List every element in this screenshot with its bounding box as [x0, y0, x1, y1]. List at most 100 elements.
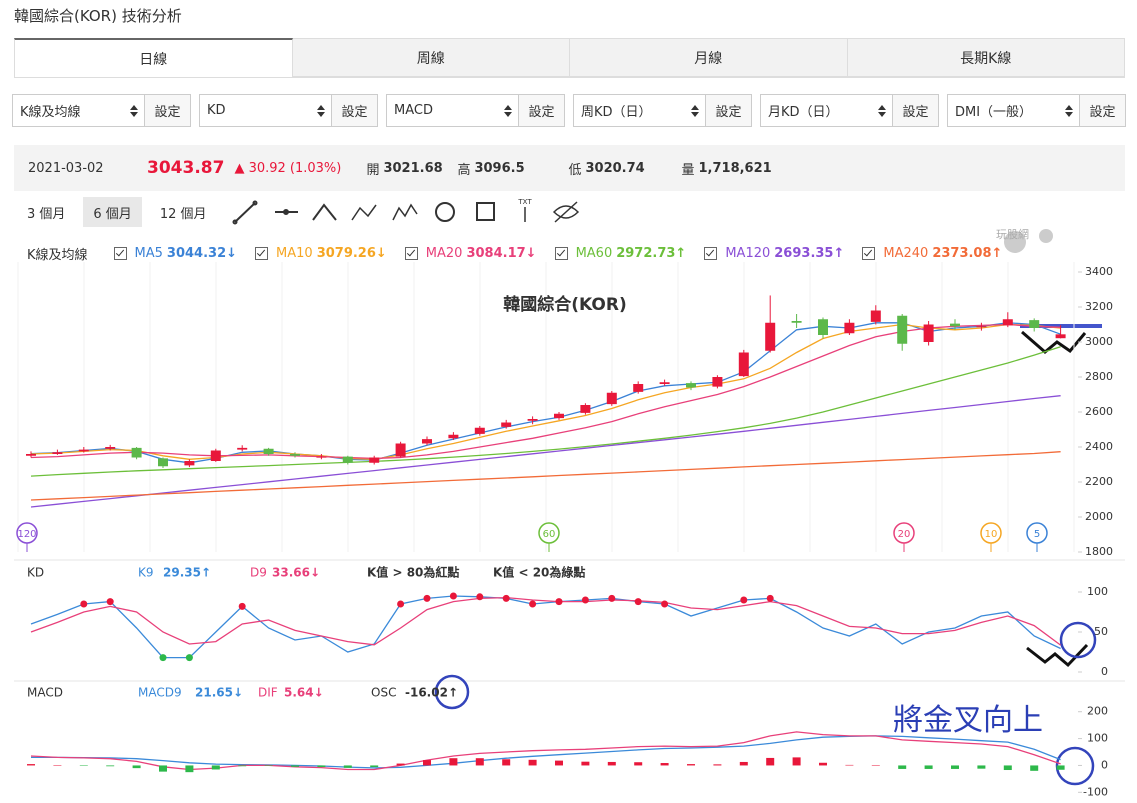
- legend-entry[interactable]: MA120 2693.35↑: [704, 246, 844, 261]
- legend-entry[interactable]: MA20 3084.17↓: [404, 246, 537, 261]
- settings-button[interactable]: 設定: [331, 95, 377, 126]
- logo-text: 玩股網: [996, 228, 1029, 241]
- select-box[interactable]: 月KD（日）: [761, 95, 892, 126]
- indicator-selects: K線及均線 設定 KD 設定 MACD 設定 周KD（日） 設定 月KD（日） 設定 DMI（一般）…: [12, 94, 1126, 127]
- osc-bar: [660, 763, 669, 766]
- legend-entry[interactable]: MA5 3044.32↓: [113, 246, 237, 261]
- y-tick-label: 50: [1094, 625, 1108, 638]
- settings-button[interactable]: 設定: [518, 95, 564, 126]
- ma-line: [30, 346, 1061, 477]
- y-tick-label: 200: [1087, 705, 1108, 718]
- ma-line: [30, 323, 1061, 460]
- osc-bar: [396, 763, 405, 766]
- candle-body: [422, 439, 432, 444]
- legend-entry[interactable]: MA240 2373.08↑: [862, 246, 1002, 261]
- ma-marker-label: 10: [985, 529, 998, 540]
- ma-marker: [16, 522, 38, 544]
- kd-dot: [608, 594, 616, 602]
- tab[interactable]: 長期K線: [847, 38, 1125, 77]
- candle-body: [686, 383, 696, 388]
- osc-bar: [713, 764, 722, 766]
- osc-bar: [739, 761, 748, 766]
- select-box[interactable]: KD: [200, 95, 331, 126]
- ma-line: [30, 322, 1061, 464]
- settings-button[interactable]: 設定: [144, 95, 190, 126]
- quote-label: 量: [681, 162, 695, 178]
- settings-button[interactable]: 設定: [1079, 95, 1125, 126]
- legend-name: MA10: [276, 245, 313, 261]
- range-button[interactable]: 12 個月: [159, 206, 207, 222]
- select-box[interactable]: MACD: [387, 95, 518, 126]
- candle-body: [791, 321, 802, 323]
- indicator-select: 月KD（日） 設定: [760, 94, 939, 127]
- tab[interactable]: 周線: [292, 38, 570, 77]
- y-tick-label: 100: [1087, 585, 1108, 598]
- osc-bar: [317, 765, 326, 768]
- y-tick-label: 1800: [1085, 545, 1113, 558]
- kd-dot: [80, 600, 88, 608]
- candle-body: [501, 422, 512, 427]
- kd-dot: [661, 600, 669, 608]
- osc-bar: [423, 760, 431, 766]
- legend: K線及均線 MA5 3044.32↓ MA10 3079.26↓ MA20 3084.17↓…: [27, 244, 1002, 263]
- logo-icon: [1004, 229, 1053, 253]
- kd-dot: [502, 594, 510, 602]
- candle-body: [738, 352, 749, 377]
- legend-checkbox[interactable]: [554, 246, 568, 260]
- osc-bar: [819, 762, 827, 766]
- legend-value: 2693.35↑: [774, 245, 845, 261]
- legend-checkbox[interactable]: [862, 246, 876, 260]
- quote-value: 3020.74: [585, 160, 645, 176]
- legend-checkbox[interactable]: [113, 246, 127, 260]
- osc-bar: [924, 765, 933, 769]
- osc-bar: [291, 765, 299, 767]
- quote-change: ▲ 30.92 (1.03%): [234, 160, 342, 176]
- series-value: 21.65↓: [195, 686, 243, 700]
- legend-entry[interactable]: MA60 2972.73↑: [554, 246, 686, 261]
- candle-body: [870, 310, 881, 322]
- select-label: K線及均線: [20, 105, 81, 120]
- select-box[interactable]: DMI（一般）: [948, 95, 1079, 126]
- tab[interactable]: 日線: [14, 38, 293, 77]
- legend-checkbox[interactable]: [704, 246, 718, 260]
- range-button[interactable]: 6 個月: [83, 197, 142, 227]
- settings-button[interactable]: 設定: [705, 95, 751, 126]
- ma-marker-label: 5: [1034, 529, 1040, 540]
- series-name: MACD9: [138, 686, 182, 700]
- osc-bar: [766, 757, 775, 766]
- indicator-select: 周KD（日） 設定: [573, 94, 752, 127]
- candle-body: [818, 319, 828, 335]
- kd-dot: [397, 600, 405, 608]
- y-tick-label: -100: [1083, 785, 1108, 798]
- kd-dot: [423, 594, 431, 602]
- series-value: 5.64↓: [284, 686, 324, 700]
- settings-button[interactable]: 設定: [892, 95, 938, 126]
- select-box[interactable]: 周KD（日）: [574, 95, 705, 126]
- osc-bar: [1030, 765, 1039, 771]
- indicator-select: KD 設定: [199, 94, 378, 127]
- y-tick-label: 2600: [1085, 405, 1113, 418]
- osc-bar: [79, 765, 88, 766]
- series-name: OSC: [371, 686, 396, 700]
- osc-bar: [132, 765, 141, 769]
- y-tick-label: 2000: [1085, 510, 1113, 523]
- legend-checkbox[interactable]: [255, 246, 269, 260]
- candle-body: [606, 392, 617, 405]
- y-tick-label: 2400: [1085, 440, 1113, 453]
- quote-value: 1,718,621: [698, 160, 772, 176]
- candle-body: [580, 405, 591, 413]
- osc-bar: [106, 765, 115, 767]
- select-label: KD: [207, 103, 226, 118]
- tab[interactable]: 月線: [570, 38, 848, 77]
- quote-label: 高: [457, 162, 471, 178]
- candle-body: [105, 447, 116, 449]
- legend-checkbox[interactable]: [404, 246, 418, 260]
- drawing-tools[interactable]: [232, 200, 580, 225]
- legend-entry[interactable]: MA10 3079.26↓: [255, 246, 387, 261]
- range-button[interactable]: 3 個月: [27, 206, 66, 222]
- osc-bar: [555, 760, 563, 766]
- select-box[interactable]: K線及均線: [13, 95, 144, 126]
- select-label: DMI（一般）: [955, 105, 1033, 120]
- osc-bar: [977, 765, 986, 769]
- candle-body: [976, 326, 987, 328]
